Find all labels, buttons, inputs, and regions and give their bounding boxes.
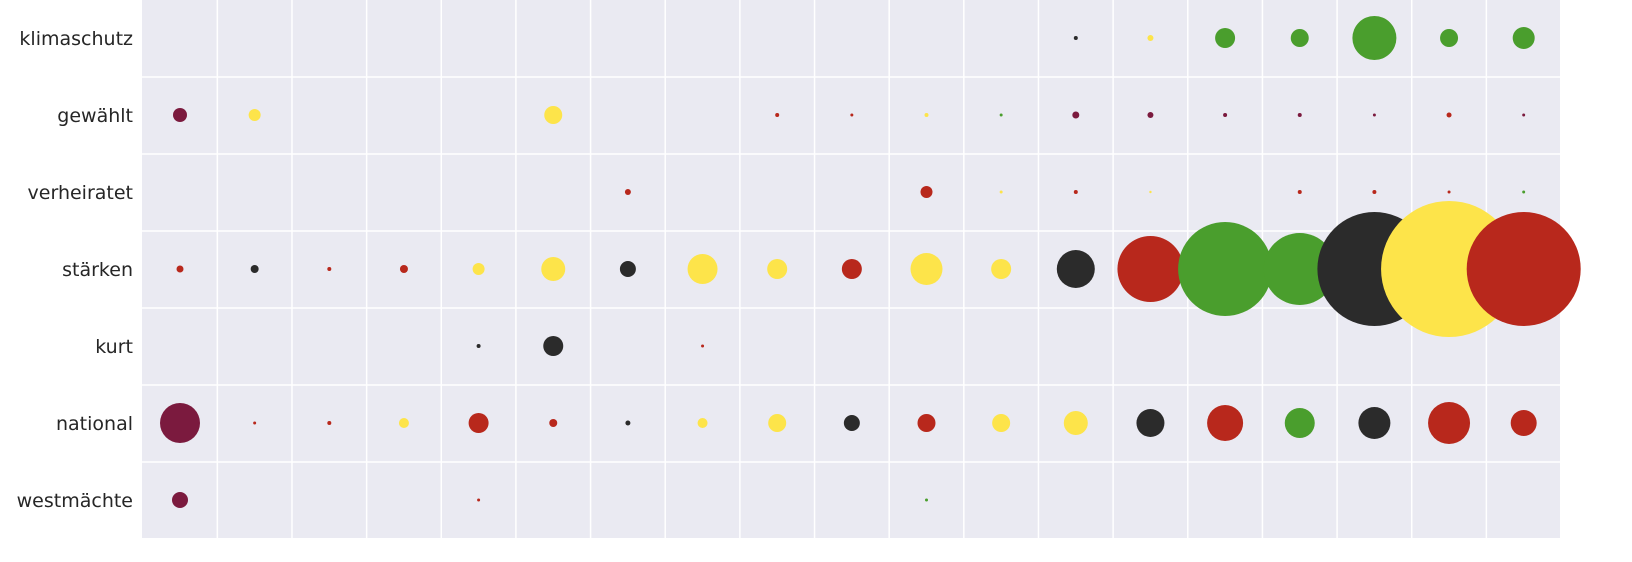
bubble <box>775 113 780 117</box>
y-tick-label: national <box>56 413 133 435</box>
bubble <box>1056 250 1095 288</box>
y-tick-label: gewählt <box>57 105 133 127</box>
bubble <box>1073 190 1078 194</box>
bubble <box>1358 407 1391 439</box>
bubble <box>1428 402 1471 444</box>
bubble <box>910 253 943 285</box>
y-tick-label: verheiratet <box>28 182 133 204</box>
y-tick-label: westmächte <box>17 490 133 512</box>
bubble <box>1072 111 1080 119</box>
bubble <box>850 113 854 117</box>
bubble <box>1447 190 1451 194</box>
bubble <box>250 265 259 273</box>
bubble <box>1372 190 1377 194</box>
bubble <box>468 413 489 433</box>
bubble <box>999 190 1003 194</box>
y-tick-label: klimaschutz <box>19 28 133 50</box>
bubble <box>472 263 485 275</box>
bubble <box>1147 35 1154 41</box>
bubble <box>399 265 408 273</box>
bubble <box>1297 190 1302 194</box>
bubbles <box>160 16 1581 508</box>
bubble <box>843 415 860 431</box>
bubble <box>991 259 1012 279</box>
bubble <box>1510 410 1537 436</box>
bubble <box>253 421 257 425</box>
bubble <box>549 419 558 427</box>
bubble <box>1284 408 1315 438</box>
bubble <box>1149 190 1152 194</box>
bubble <box>1372 113 1376 117</box>
bubble <box>687 254 718 284</box>
bubble <box>1352 16 1397 60</box>
bubble <box>1073 36 1078 40</box>
bubble <box>768 414 787 432</box>
y-axis-labels: klimaschutz gewählt verheiratet stärken kurt… <box>17 28 133 512</box>
bubble <box>1215 28 1236 48</box>
y-tick-label: stärken <box>62 259 133 281</box>
bubble <box>543 336 564 356</box>
bubble <box>1063 411 1088 435</box>
bubble <box>1297 113 1302 117</box>
bubble <box>1207 405 1244 441</box>
bubble <box>697 418 708 428</box>
bubble <box>701 344 705 348</box>
bubble <box>176 265 184 273</box>
bubble <box>1522 190 1526 194</box>
bubble <box>624 189 631 195</box>
bubble <box>999 113 1003 117</box>
bubble <box>476 344 481 348</box>
bubble <box>917 414 936 432</box>
bubble <box>1178 222 1273 316</box>
bubble <box>1223 113 1228 117</box>
bubble <box>619 261 636 277</box>
bubble <box>1117 236 1184 302</box>
bubble <box>327 267 332 271</box>
bubble <box>544 106 563 124</box>
bubble <box>477 498 481 502</box>
bubble <box>841 259 862 279</box>
bubble <box>1290 29 1309 47</box>
y-tick-label: kurt <box>95 336 133 358</box>
bubble <box>1446 112 1452 118</box>
bubble <box>173 108 187 122</box>
bubble <box>248 109 261 121</box>
bubble <box>1147 112 1154 118</box>
bubble <box>160 403 200 443</box>
bubble <box>541 257 566 281</box>
bubble <box>920 186 933 198</box>
bubble <box>1466 212 1581 326</box>
bubble <box>172 492 188 508</box>
bubble <box>1136 409 1165 437</box>
bubble <box>1263 233 1336 305</box>
bubble <box>625 420 631 426</box>
bubble <box>924 113 929 117</box>
bubble <box>992 414 1011 432</box>
bubble <box>1512 27 1535 49</box>
grid-lines <box>142 0 1560 538</box>
bubble <box>767 259 788 279</box>
bubble <box>1440 29 1459 47</box>
bubble <box>1522 113 1526 117</box>
bubble <box>398 418 409 428</box>
bubble <box>925 498 928 502</box>
bubble <box>327 421 332 425</box>
